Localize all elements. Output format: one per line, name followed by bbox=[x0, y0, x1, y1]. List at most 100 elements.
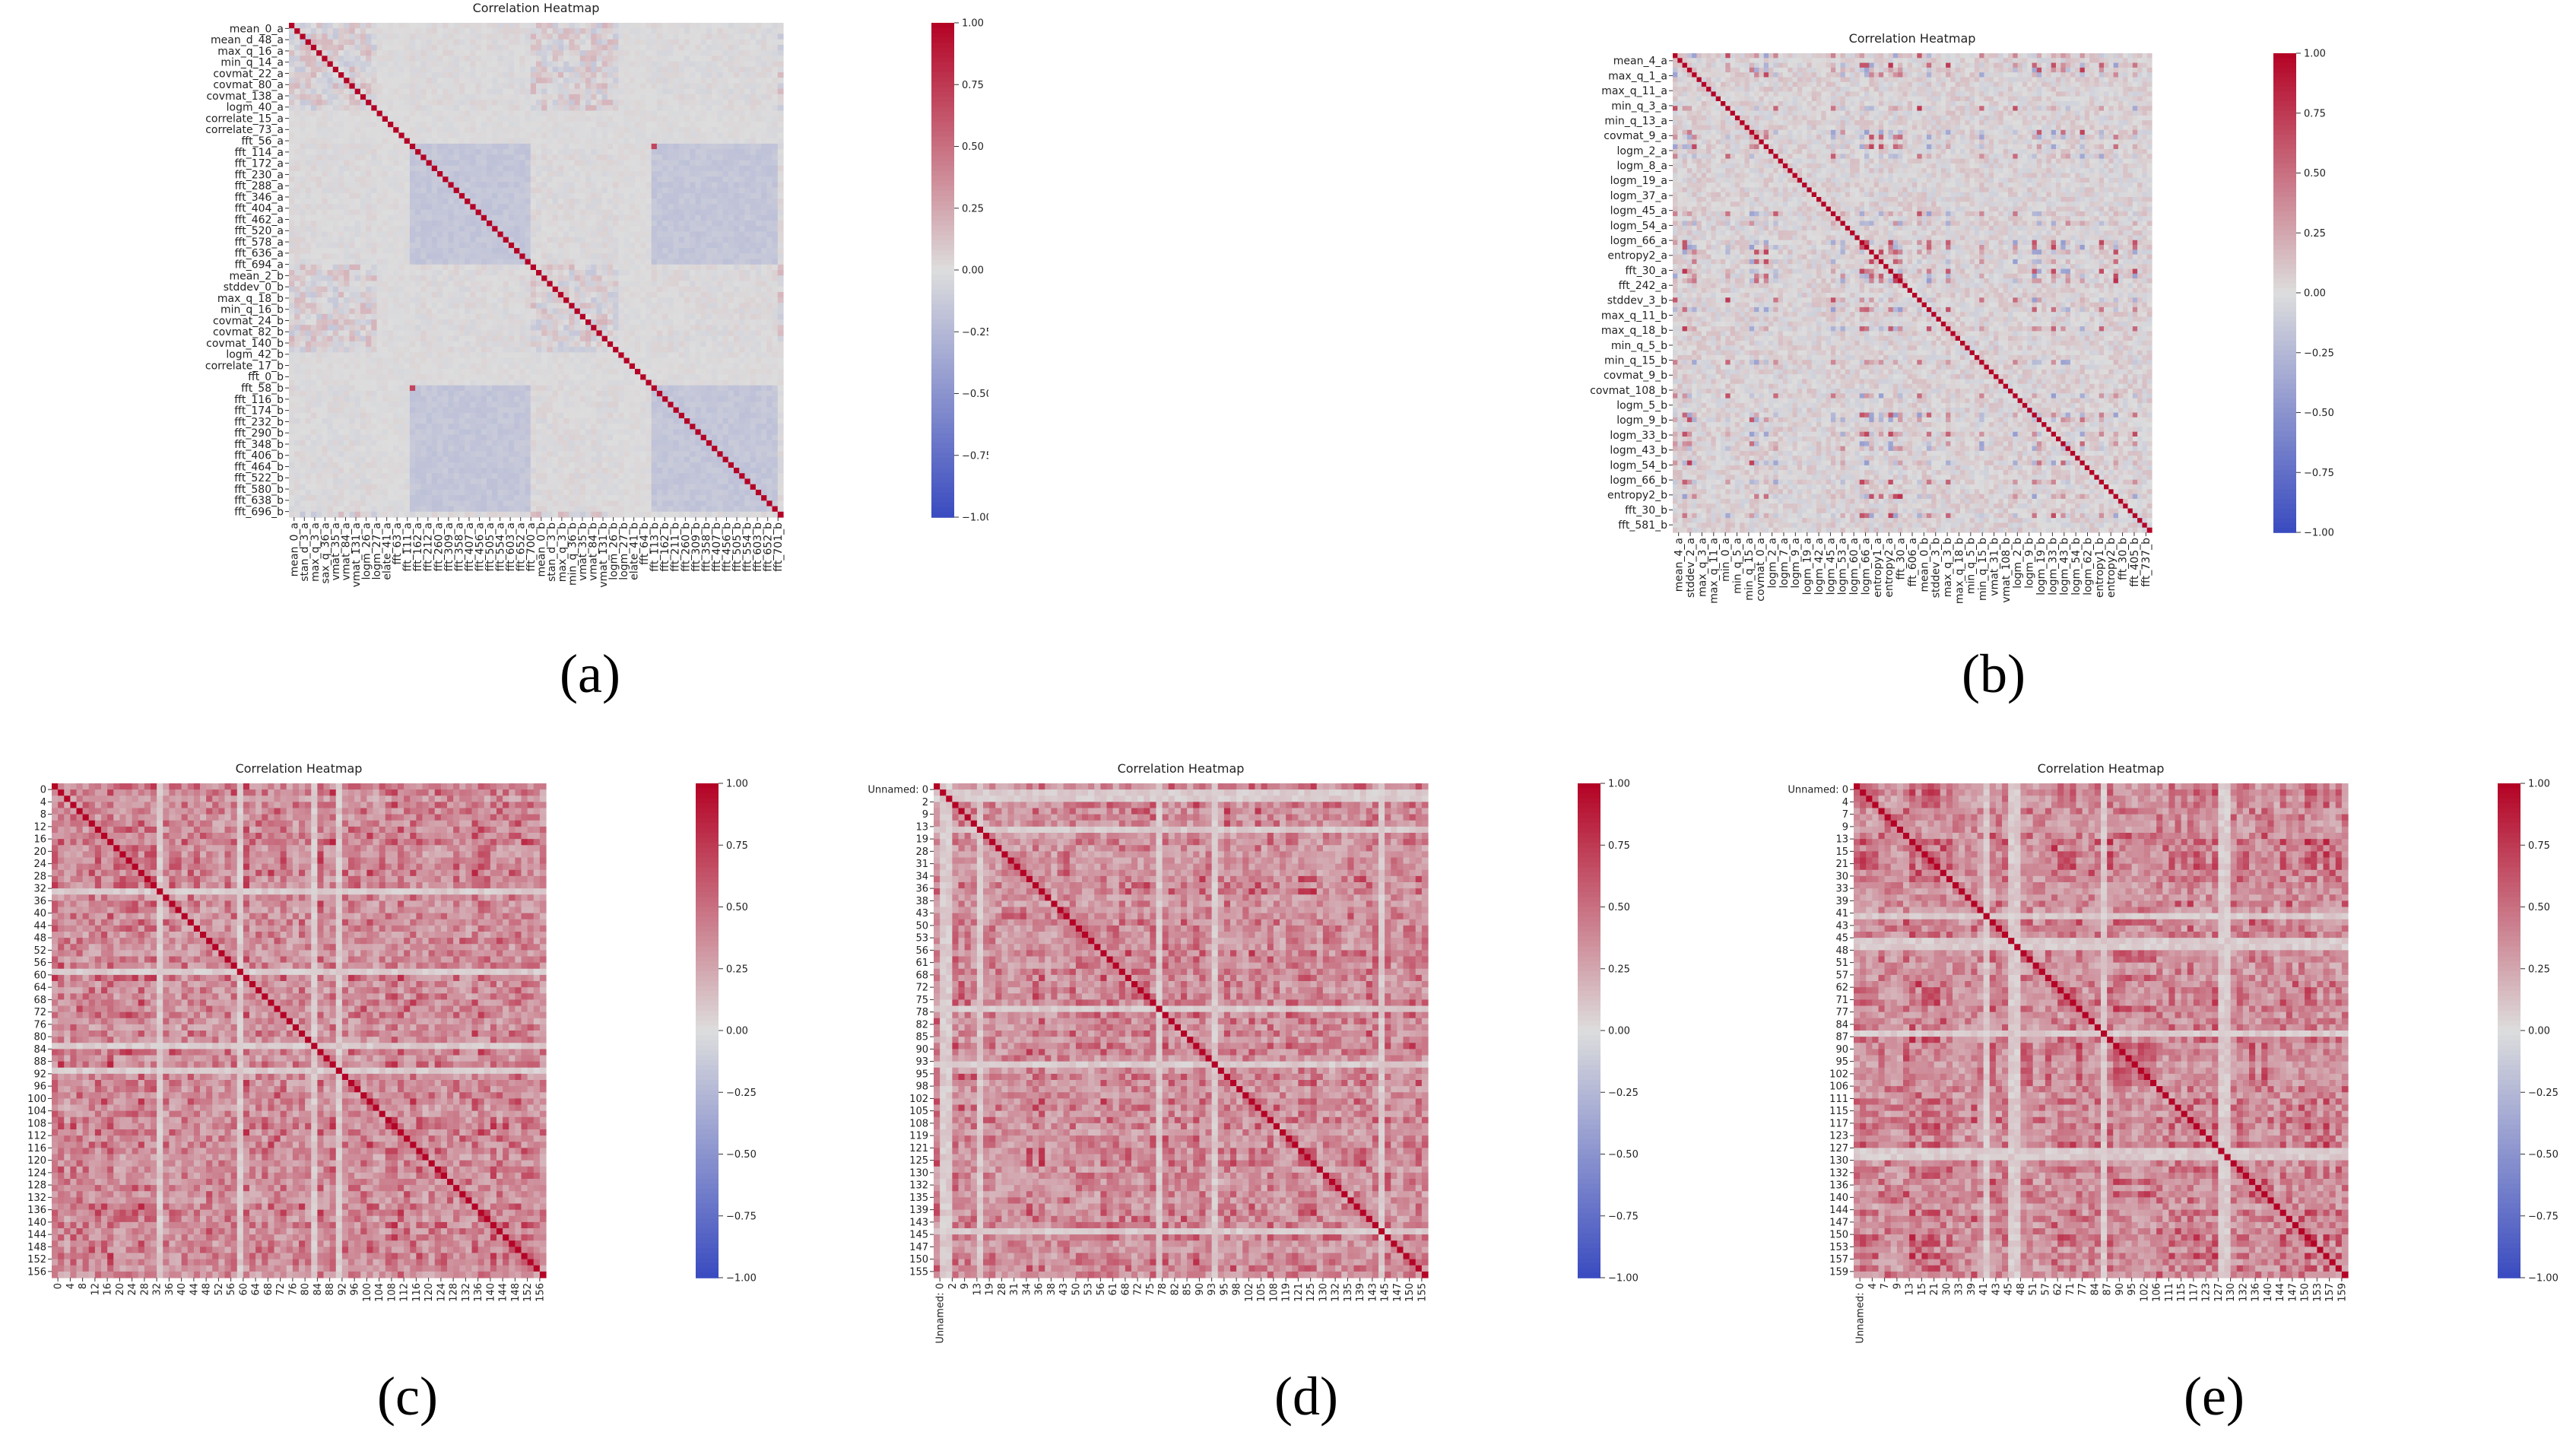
heatmap-cell bbox=[475, 259, 482, 265]
heatmap-cell bbox=[585, 237, 592, 243]
heatmap-cell bbox=[300, 33, 306, 40]
heatmap-cell bbox=[579, 94, 586, 100]
heatmap-cell bbox=[712, 214, 718, 221]
heatmap-cell bbox=[316, 281, 322, 287]
heatmap-cell bbox=[360, 192, 366, 199]
heatmap-cell bbox=[646, 88, 652, 95]
heatmap-cell bbox=[453, 237, 460, 243]
heatmap-cell bbox=[338, 72, 344, 78]
heatmap-cell bbox=[585, 313, 592, 320]
heatmap-cell bbox=[777, 23, 784, 29]
heatmap-cell bbox=[475, 297, 482, 303]
heatmap-cell bbox=[640, 281, 647, 287]
heatmap-cell bbox=[453, 286, 460, 293]
heatmap-cell bbox=[371, 198, 378, 205]
heatmap-cell bbox=[437, 33, 443, 40]
heatmap-cell bbox=[376, 291, 383, 298]
heatmap-cell bbox=[322, 116, 328, 122]
heatmap-cell bbox=[465, 214, 471, 221]
heatmap-cell bbox=[739, 198, 746, 205]
heatmap-cell bbox=[547, 132, 554, 139]
heatmap-cell bbox=[739, 66, 746, 73]
heatmap-cell bbox=[332, 214, 339, 221]
heatmap-cell bbox=[563, 303, 569, 310]
heatmap-cell bbox=[453, 204, 460, 211]
heatmap-cell bbox=[316, 198, 322, 205]
heatmap-cell bbox=[613, 132, 619, 139]
heatmap-cell bbox=[607, 122, 614, 128]
heatmap-cell bbox=[750, 303, 757, 310]
heatmap-cell bbox=[492, 182, 499, 189]
heatmap-cell bbox=[327, 39, 334, 46]
heatmap-cell bbox=[579, 182, 586, 189]
heatmap-cell bbox=[541, 138, 548, 144]
heatmap-cell bbox=[360, 105, 366, 112]
heatmap-cell bbox=[750, 56, 757, 62]
heatmap-cell bbox=[475, 275, 482, 282]
heatmap-cell bbox=[722, 231, 729, 238]
heatmap-cell bbox=[514, 237, 520, 243]
heatmap-cell bbox=[382, 160, 389, 167]
heatmap-cell bbox=[376, 313, 383, 320]
heatmap-cell bbox=[601, 286, 608, 293]
heatmap-cell bbox=[684, 297, 690, 303]
heatmap-cell bbox=[366, 50, 372, 56]
heatmap-cell bbox=[393, 154, 400, 161]
heatmap-cell bbox=[338, 160, 344, 167]
heatmap-cell bbox=[530, 297, 537, 303]
heatmap-cell bbox=[635, 248, 641, 254]
heatmap-cell bbox=[294, 83, 301, 90]
heatmap-cell bbox=[503, 110, 509, 117]
heatmap-cell bbox=[678, 149, 685, 155]
heatmap-cell bbox=[579, 149, 586, 155]
heatmap-cell bbox=[409, 44, 416, 51]
heatmap-cell bbox=[596, 61, 603, 68]
heatmap-cell bbox=[481, 237, 487, 243]
heatmap-cell bbox=[338, 253, 344, 260]
heatmap-cell bbox=[717, 187, 724, 194]
heatmap-cell bbox=[492, 253, 499, 260]
heatmap-cell bbox=[695, 122, 702, 128]
heatmap-cell bbox=[744, 204, 751, 211]
heatmap-cell bbox=[744, 275, 751, 282]
heatmap-cell bbox=[541, 204, 548, 211]
heatmap-cell bbox=[585, 182, 592, 189]
heatmap-cell bbox=[458, 226, 465, 233]
heatmap-cell bbox=[700, 100, 707, 106]
heatmap-cell bbox=[354, 192, 361, 199]
heatmap-cell bbox=[739, 50, 746, 56]
heatmap-cell bbox=[739, 253, 746, 260]
heatmap-cell bbox=[492, 221, 499, 227]
heatmap-cell bbox=[574, 303, 581, 310]
heatmap-cell bbox=[415, 214, 421, 221]
heatmap-cell bbox=[722, 237, 729, 243]
heatmap-cell bbox=[684, 221, 690, 227]
heatmap-cell bbox=[569, 242, 576, 249]
heatmap-cell bbox=[371, 66, 378, 73]
heatmap-cell bbox=[607, 176, 614, 183]
heatmap-cell bbox=[310, 209, 317, 216]
heatmap-cell bbox=[322, 176, 328, 183]
heatmap-cell bbox=[761, 214, 767, 221]
heatmap-cell bbox=[458, 138, 465, 144]
heatmap-cell bbox=[596, 171, 603, 177]
heatmap-cell bbox=[360, 264, 366, 271]
heatmap-cell bbox=[332, 149, 339, 155]
heatmap-cell bbox=[481, 275, 487, 282]
heatmap-cell bbox=[404, 61, 411, 68]
heatmap-cell bbox=[393, 28, 400, 35]
heatmap-cell bbox=[393, 221, 400, 227]
heatmap-cell bbox=[448, 325, 455, 332]
heatmap-cell bbox=[623, 303, 630, 310]
heatmap-cell bbox=[646, 237, 652, 243]
heatmap-cell bbox=[388, 192, 394, 199]
heatmap-cell bbox=[508, 286, 515, 293]
heatmap-cell bbox=[607, 154, 614, 161]
heatmap-cell bbox=[305, 198, 312, 205]
heatmap-cell bbox=[443, 88, 449, 95]
heatmap-cell bbox=[777, 165, 784, 172]
heatmap-cell bbox=[492, 275, 499, 282]
heatmap-cell bbox=[706, 154, 712, 161]
heatmap-cell bbox=[739, 237, 746, 243]
heatmap-cell bbox=[541, 221, 548, 227]
